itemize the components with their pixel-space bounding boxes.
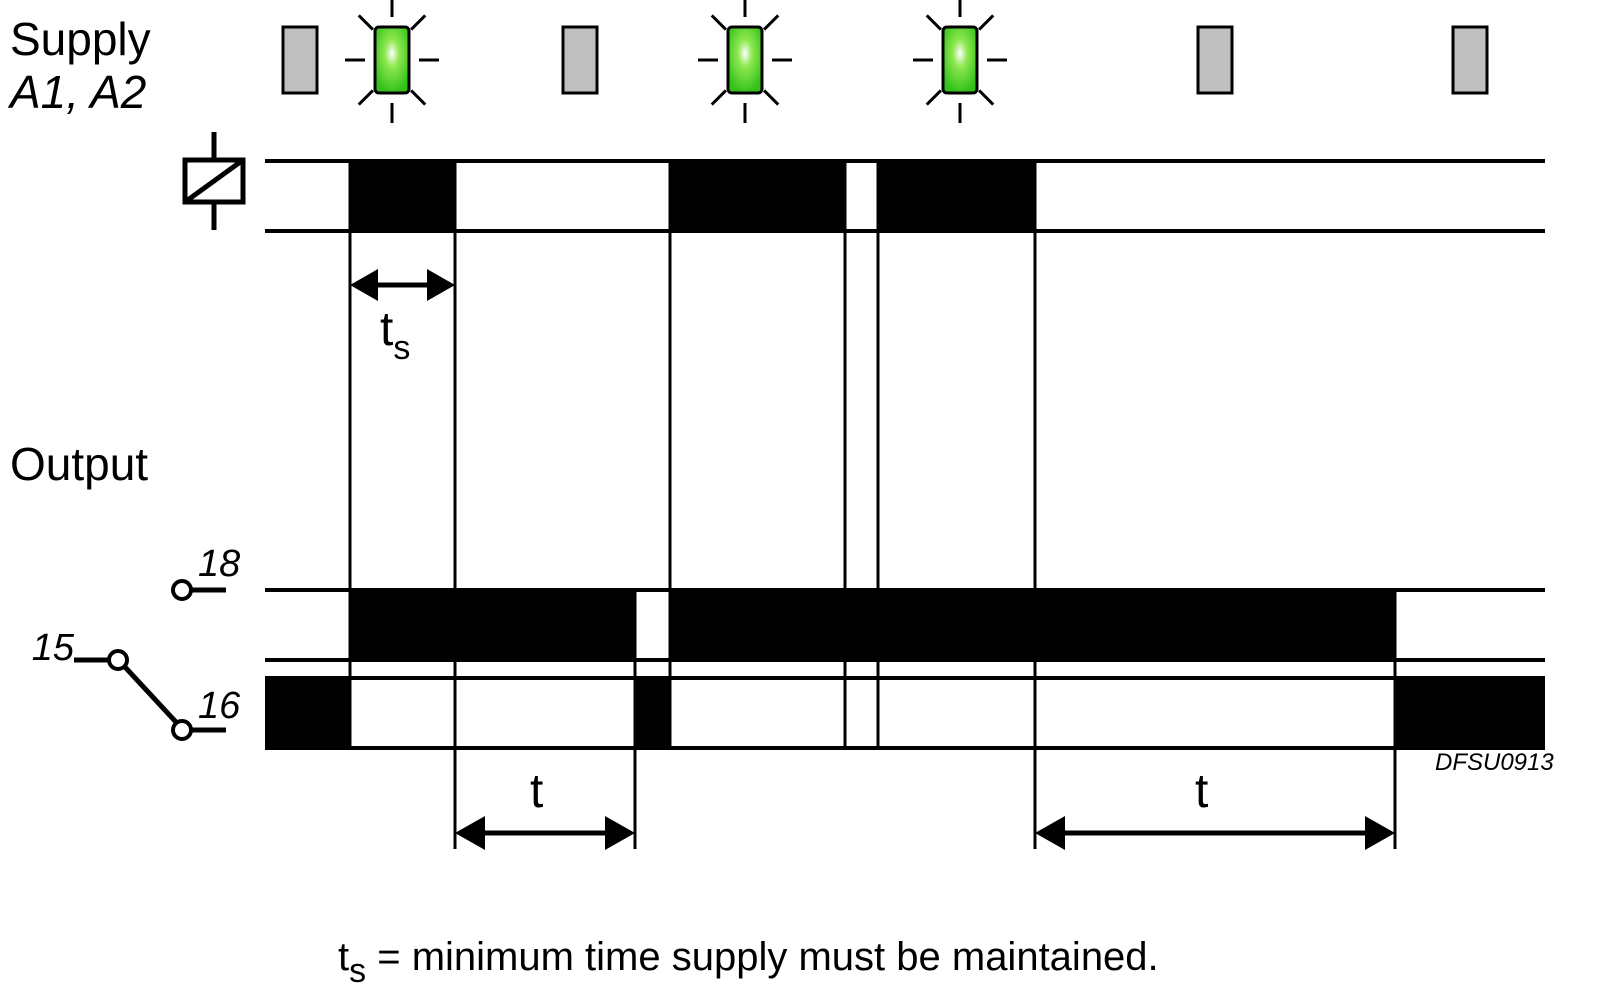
footnote: ts = minimum time supply must be maintai… bbox=[338, 935, 1159, 990]
ts-label: ts bbox=[380, 303, 410, 367]
label-a1a2: A1, A2 bbox=[7, 66, 146, 118]
out18-pulse bbox=[350, 590, 635, 660]
out16-pulse bbox=[1395, 678, 1545, 748]
relay-symbol-icon bbox=[185, 132, 243, 230]
t-label: t bbox=[1195, 765, 1208, 818]
t-dimension bbox=[1035, 816, 1395, 850]
t-dimension bbox=[455, 816, 635, 850]
led-off-icon bbox=[1198, 27, 1232, 93]
out18-pulse bbox=[670, 590, 1395, 660]
out16-pulse bbox=[635, 678, 670, 748]
t-label: t bbox=[530, 765, 543, 818]
ts-dimension: ts bbox=[350, 269, 455, 367]
led-off-icon bbox=[563, 27, 597, 93]
led-off-icon bbox=[283, 27, 317, 93]
led-on-icon bbox=[698, 0, 792, 123]
label-output: Output bbox=[10, 438, 148, 490]
relay-pulse bbox=[350, 161, 455, 231]
relay-pulse bbox=[878, 161, 1035, 231]
label-pin18: 18 bbox=[198, 543, 240, 585]
out16-pulse bbox=[265, 678, 350, 748]
drawing-code: DFSU0913 bbox=[1435, 749, 1554, 776]
relay-pulse bbox=[670, 161, 845, 231]
led-on-icon bbox=[913, 0, 1007, 123]
label-pin16: 16 bbox=[198, 685, 241, 727]
label-supply: Supply bbox=[10, 13, 151, 65]
led-off-icon bbox=[1453, 27, 1487, 93]
label-pin15: 15 bbox=[32, 627, 75, 669]
led-on-icon bbox=[345, 0, 439, 123]
